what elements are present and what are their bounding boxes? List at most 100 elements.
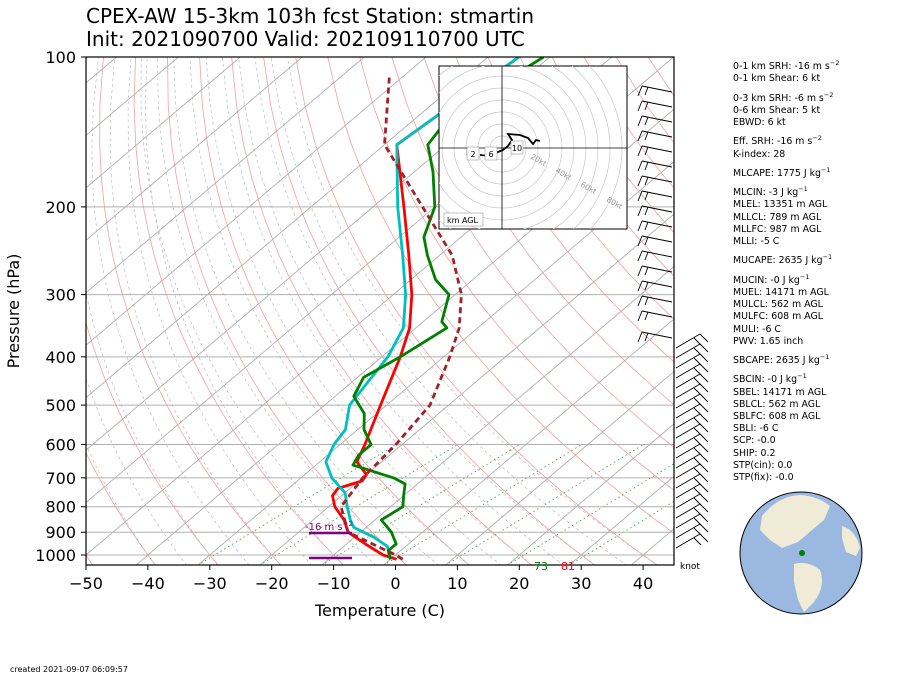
index-text: 0-1 km SRH: -16 m s [733,61,830,73]
isotherm [86,57,489,399]
hodograph-height-box [484,146,498,161]
dry-adiabat [86,451,156,565]
mixing-ratio-line [197,444,397,565]
index-text: 0-3 km SRH: -6 m s [733,92,824,104]
y-tick-label: 200 [45,198,76,217]
index-exponent: −1 [819,352,830,361]
index-exponent: −1 [797,372,807,381]
mixing-ratio-line [445,444,644,565]
dry-adiabat [133,57,344,565]
wind-barb [637,130,673,142]
y-tick-label: 400 [45,348,76,367]
wind-barb [675,343,709,359]
wind-barb [675,513,709,529]
isotherm [383,318,674,565]
hodograph-height-box [510,140,524,155]
dry-adiabat [231,57,533,565]
dry-adiabat [86,321,219,565]
isotherm [86,57,179,136]
isotherm [506,423,674,565]
wind-barb [675,493,709,509]
index-text: SBCIN: -0 J kg [733,374,798,386]
y-tick-label: 100 [45,48,76,67]
y-tick-label: 800 [45,498,76,517]
x-tick-label: 40 [633,574,653,593]
wind-barb [675,363,709,379]
srh-label: -16 m s−2 [305,520,353,533]
index-row: MUEL: 14171 m AGL [733,287,839,299]
dry-adiabat [359,57,674,491]
index-row: 0-1 km Shear: 6 kt [733,73,839,85]
wind-barb [637,115,673,127]
wind-barb [637,295,673,307]
chart-title: CPEX-AW 15-3km 103h fcst Station: stmart… [86,4,535,28]
index-text: MLCAPE: 1775 J kg [733,167,821,179]
index-exponent: −2 [829,59,840,67]
index-row: SBCAPE: 2635 J kg−1 [733,351,839,367]
hodograph-legend-box [443,212,484,227]
wind-barb [675,433,709,449]
dry-adiabat [99,57,282,565]
wind-barb [637,331,673,343]
y-tick-label: 500 [45,396,76,415]
wind-barb [675,473,709,489]
plot-frame [85,56,675,566]
index-row: K-index: 28 [733,149,839,161]
index-row: MLLCL: 789 m AGL [733,212,839,224]
index-row: MULI: -6 C [733,324,839,336]
isotherm [86,57,241,189]
index-text: SBLFC: 608 m AGL [733,411,821,422]
wind-barb [675,503,709,519]
x-tick-label: −20 [255,574,289,593]
index-text: EBWD: 6 kt [733,117,786,129]
index-text: K-index: 28 [733,148,786,160]
wind-barb [637,265,673,277]
y-axis-label: Pressure (hPa) [4,254,23,369]
index-row: PWV: 1.65 inch [733,336,839,348]
index-exponent: −2 [812,134,822,143]
moist-adiabat [222,57,533,565]
indices-panel: 0-1 km SRH: -16 m s−2 0-1 km Shear: 6 kt 0… [733,57,839,484]
index-row: SBCIN: -0 J kg−1 [733,370,839,386]
index-row: SBLI: -6 C [733,423,839,435]
index-row: SBLCL: 562 m AGL [733,399,839,411]
moist-adiabat [286,57,659,565]
isotherm [86,57,427,346]
series-line-1 [324,57,520,560]
wind-barb [637,100,673,112]
wind-barb [675,373,709,389]
wind-barb [637,85,673,97]
index-exponent: −2 [823,90,834,99]
wind-barb [675,453,709,469]
wind-barb [637,310,673,322]
index-text: MLLI: -5 C [733,236,780,248]
index-exponent: −1 [820,165,831,174]
x-tick-label: 10 [447,574,467,593]
wind-barb [637,175,673,187]
land-africa [842,526,860,556]
dry-adiabat [199,57,470,565]
x-tick-label: 20 [509,574,529,593]
moist-adiabat [145,57,344,565]
wind-barb [675,463,709,479]
index-row: MLEL: 13351 m AGL [733,199,839,211]
index-text: MLEL: 13351 m AGL [733,199,828,211]
wind-barb [637,280,673,292]
isotherm [444,370,674,565]
index-row: SBEL: 14171 m AGL [733,387,839,399]
wind-barb [675,333,709,349]
wind-barb [675,413,709,429]
dry-adiabat [423,57,674,406]
surface-dewpoint-label: 73 [534,560,548,573]
wind-barb [637,235,673,247]
x-tick-label: −10 [317,574,351,593]
mixing-ratio-line [321,444,520,565]
y-tick-label: 600 [45,436,76,455]
index-row: MLLI: -5 C [733,236,839,248]
index-text: SBLI: -6 C [733,423,779,435]
dry-adiabat [391,57,674,448]
y-tick-label: 1000 [35,546,76,565]
index-row: 0-3 km SRH: -6 m s−2 [733,89,839,105]
hodograph-height-box [466,146,480,161]
